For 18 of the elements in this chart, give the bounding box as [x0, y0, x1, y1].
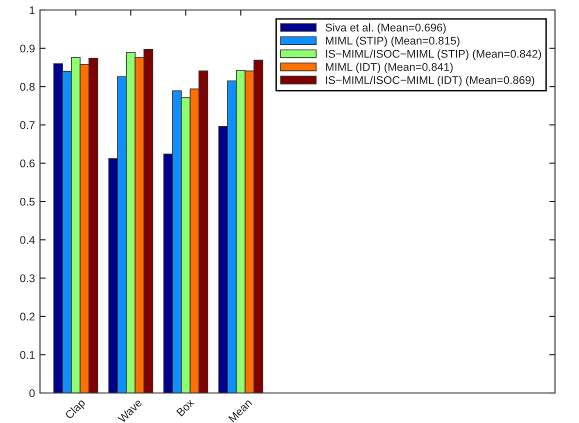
legend-label: MIML (IDT) (Mean=0.841): [326, 62, 453, 74]
y-tick-label: 0: [29, 389, 35, 398]
y-tick-label: 1: [30, 6, 35, 14]
y-tick-label: 0.7: [20, 121, 35, 130]
legend-label: MIML (STIP) (Mean=0.815): [326, 36, 460, 47]
y-tick-label: 0.8: [20, 82, 35, 91]
legend-label: IS−MIML/ISOC−MIML (IDT) (Mean=0.869): [326, 76, 534, 86]
y-tick-label: 0.2: [20, 312, 35, 321]
y-tick-label: 0.6: [20, 159, 35, 168]
y-tick-label: 0.1: [20, 350, 35, 359]
y-tick-label: 0.4: [20, 236, 35, 244]
x-tick-label: Clap: [64, 398, 88, 421]
y-tick-label: 0.9: [20, 44, 35, 52]
y-tick-label: 0.5: [20, 198, 35, 206]
legend-label: IS−MIML/ISOC−MIML (STIP) (Mean=0.842): [326, 50, 541, 60]
y-tick-label: 0.3: [20, 274, 35, 282]
legend-label: Siva et al. (Mean=0.696): [326, 23, 446, 34]
x-tick-label: Box: [176, 398, 195, 417]
